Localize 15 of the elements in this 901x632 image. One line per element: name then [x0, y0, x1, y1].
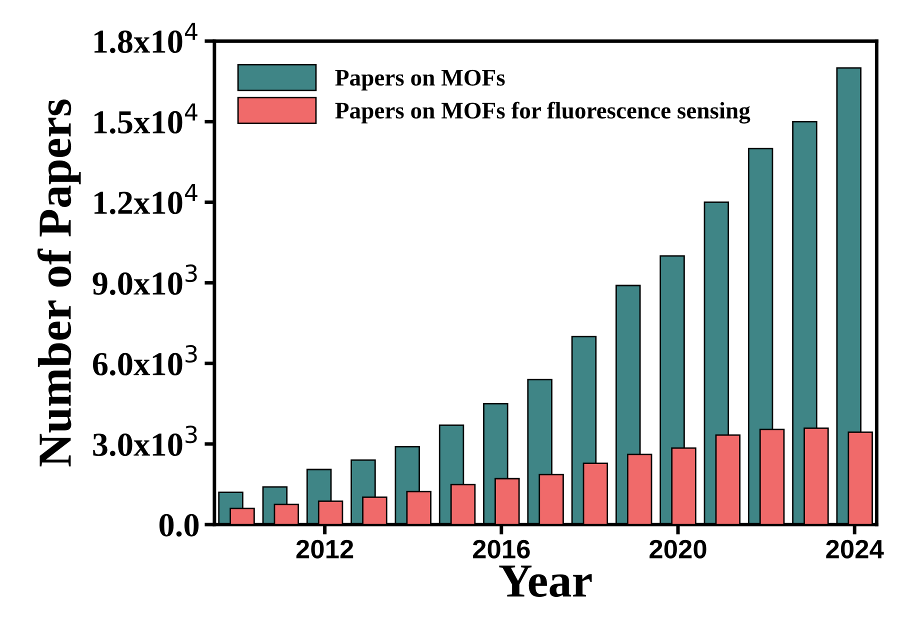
x-tick-label: 2012	[296, 540, 354, 559]
x-axis-title: Year	[499, 566, 592, 597]
y-axis-title: Number of Papers	[37, 99, 81, 466]
y-tick-label: 9.0x10$^{3}$	[92, 264, 197, 295]
y-tick-label: 1.8x10$^{4}$	[94, 22, 198, 54]
y-tick-label: 6.0x10$^{3}$	[92, 345, 197, 376]
x-tick-label: 2024	[826, 540, 884, 559]
y-tick-label: 0.0	[159, 514, 199, 537]
y-tick-label: 1.2x10$^{4}$	[94, 184, 198, 214]
y-tick-label: 3.0x10$^{3}$	[93, 426, 197, 456]
x-tick-label: 2016	[472, 540, 530, 559]
legend-label: Papers on MOFs for fluorescence sensing	[335, 102, 750, 124]
legend-label: Papers on MOFs	[335, 70, 505, 90]
x-tick-label: 2020	[650, 540, 706, 559]
y-tick-label: 1.5x10$^{4}$	[94, 103, 198, 134]
